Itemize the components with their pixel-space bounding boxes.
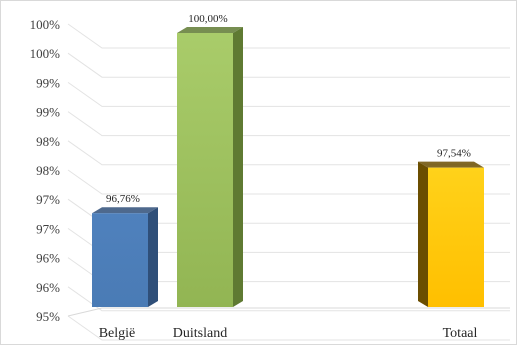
gridline — [67, 169, 510, 195]
y-tick-label: 96% — [36, 251, 60, 266]
y-tick-label: 100% — [30, 46, 61, 61]
y-tick-label: 96% — [36, 280, 60, 295]
bar — [92, 207, 158, 307]
y-tick-label: 100% — [30, 17, 61, 32]
bar-top — [177, 27, 243, 33]
bar — [418, 161, 484, 307]
gridline — [67, 111, 510, 137]
gridline — [67, 52, 510, 78]
x-category-label: Duitsland — [173, 326, 227, 341]
bars: 96,76% 100,00% 97,54% — [92, 13, 484, 307]
bar-top — [418, 161, 484, 168]
data-label: 97,54% — [437, 148, 471, 160]
data-label: 100,00% — [188, 13, 227, 25]
gridlines — [67, 23, 510, 341]
bar — [177, 27, 243, 307]
y-tick-label: 95% — [36, 309, 60, 324]
y-tick-label: 99% — [36, 75, 60, 90]
gridline — [67, 81, 510, 107]
gridline — [67, 286, 510, 312]
y-tick-label: 98% — [36, 163, 60, 178]
y-axis-ticks: 95% 96% 96% 97% 97% 98% 98% 99% 99% 100% 100% — [30, 17, 61, 324]
y-tick-label: 97% — [36, 221, 60, 236]
bar-side — [233, 27, 243, 307]
y-tick-label: 99% — [36, 105, 60, 120]
x-category-label: België — [99, 326, 136, 341]
bar-side — [148, 207, 158, 307]
y-tick-label: 97% — [36, 192, 60, 207]
bar-top — [92, 207, 158, 214]
bar-front — [92, 213, 148, 307]
bar-front — [177, 33, 233, 307]
bar-front — [428, 167, 484, 307]
chart-floor — [67, 307, 510, 317]
gridline — [67, 140, 510, 166]
y-tick-label: 98% — [36, 134, 60, 149]
x-axis-categories: België Duitsland Totaal — [99, 326, 478, 341]
bar-side — [418, 161, 428, 307]
gridline — [67, 23, 510, 49]
x-category-label: Totaal — [443, 326, 478, 341]
data-label: 96,76% — [106, 193, 140, 205]
gridline — [67, 315, 510, 341]
